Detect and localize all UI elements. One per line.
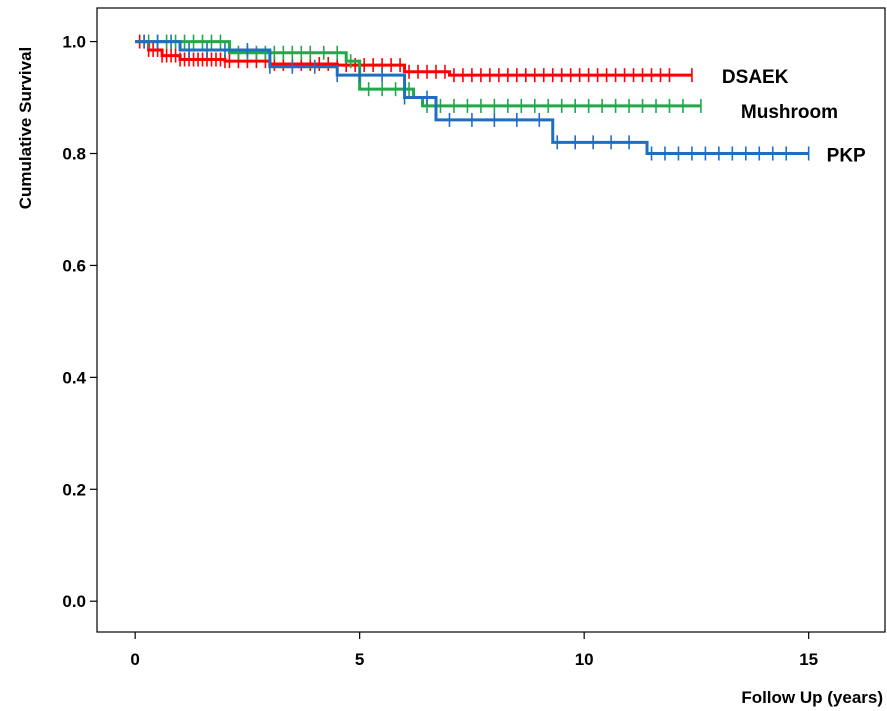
plot-frame — [96, 7, 886, 633]
y-tick-label-4: 0.8 — [62, 145, 86, 164]
x-axis: 0 5 10 15 — [130, 632, 818, 669]
x-tick-label-3: 15 — [799, 650, 818, 669]
y-axis: 0.0 0.2 0.4 0.6 0.8 1.0 — [62, 33, 97, 611]
series-line-dsaek — [135, 40, 692, 77]
y-axis-title: Cumulative Survival — [16, 47, 35, 210]
x-tick-label-2: 10 — [575, 650, 594, 669]
y-tick-label-1: 0.2 — [62, 480, 86, 499]
y-tick-label-5: 1.0 — [62, 33, 86, 52]
x-axis-title: Follow Up (years) — [741, 688, 883, 707]
series-pkp — [135, 34, 810, 161]
x-tick-label-1: 5 — [355, 650, 364, 669]
y-tick-label-0: 0.0 — [62, 592, 86, 611]
y-tick-label-2: 0.4 — [62, 368, 86, 387]
series-layer — [135, 34, 810, 161]
series-label-layer: DSAEK Mushroom PKP — [722, 67, 866, 166]
series-label-mushroom: Mushroom — [741, 102, 838, 123]
series-line-pkp — [135, 40, 809, 156]
x-tick-label-0: 0 — [130, 650, 139, 669]
y-tick-label-3: 0.6 — [62, 256, 86, 275]
series-label-dsaek: DSAEK — [722, 67, 789, 88]
series-label-pkp: PKP — [827, 146, 866, 167]
series-dsaek — [135, 34, 693, 83]
